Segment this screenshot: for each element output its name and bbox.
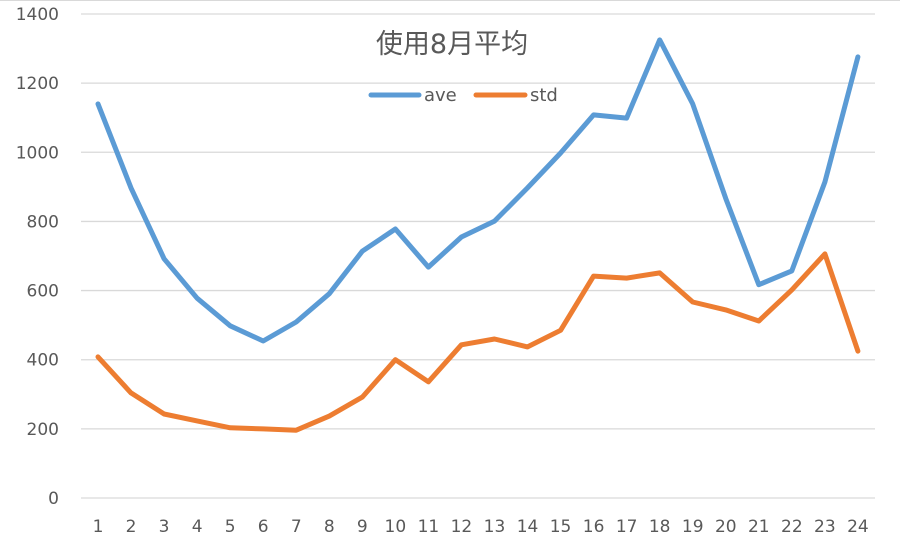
y-tick-label: 1400 [16, 5, 59, 25]
x-tick-label: 18 [649, 517, 671, 537]
x-tick-label: 16 [583, 517, 605, 537]
x-tick-label: 14 [517, 517, 539, 537]
series-line-ave [95, 37, 861, 344]
chart-title: 使用8月平均 [376, 29, 528, 60]
x-axis-ticks: 1 2 3 4 5 6 7 8 9 10 11 12 13 14 15 16 17 18 19 20 21 22 23 24 [93, 517, 869, 537]
x-tick-label: 11 [418, 517, 440, 537]
y-tick-label: 200 [27, 420, 59, 440]
x-tick-label: 3 [159, 517, 170, 537]
x-tick-label: 12 [451, 517, 473, 537]
x-tick-label: 22 [781, 517, 803, 537]
x-tick-label: 6 [258, 517, 269, 537]
x-tick-label: 8 [324, 517, 335, 537]
x-tick-label: 23 [814, 517, 836, 537]
x-tick-label: 15 [550, 517, 572, 537]
legend: ave std [368, 85, 558, 106]
x-tick-label: 9 [357, 517, 368, 537]
x-tick-label: 17 [616, 517, 638, 537]
x-tick-label: 13 [484, 517, 506, 537]
x-tick-label: 20 [715, 517, 737, 537]
y-tick-label: 0 [48, 489, 59, 509]
y-tick-label: 800 [27, 212, 59, 232]
x-tick-label: 21 [748, 517, 770, 537]
x-tick-label: 24 [847, 517, 869, 537]
x-tick-label: 1 [93, 517, 104, 537]
legend-label-std: std [530, 85, 558, 106]
x-tick-label: 5 [225, 517, 236, 537]
legend-label-ave: ave [424, 85, 457, 106]
x-tick-label: 2 [126, 517, 137, 537]
y-tick-label: 1000 [16, 143, 59, 163]
series-line-std [95, 251, 861, 433]
series-lines [95, 37, 861, 433]
y-tick-label: 600 [27, 282, 59, 302]
y-axis-ticks: 0 200 400 600 800 1000 1200 1400 [16, 5, 59, 509]
legend-item-ave: ave [368, 85, 457, 106]
gridlines [81, 13, 875, 499]
y-tick-label: 1200 [16, 74, 59, 94]
legend-item-std: std [473, 85, 558, 106]
x-tick-label: 4 [192, 517, 203, 537]
x-tick-label: 19 [682, 517, 704, 537]
y-tick-label: 400 [27, 351, 59, 371]
x-tick-label: 10 [385, 517, 407, 537]
x-tick-label: 7 [291, 517, 302, 537]
